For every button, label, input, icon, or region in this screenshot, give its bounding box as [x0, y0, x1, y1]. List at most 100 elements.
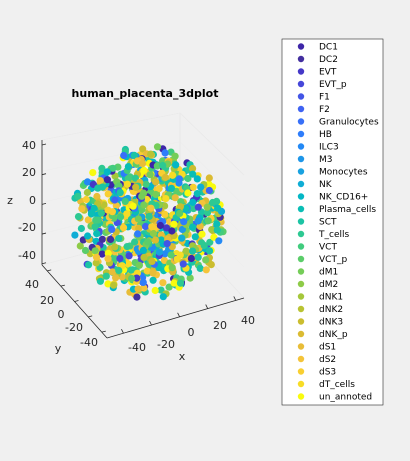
scatter-point	[214, 204, 222, 212]
legend-label: Monocytes	[319, 168, 368, 178]
grid-line	[179, 141, 245, 206]
scatter-point	[119, 224, 128, 232]
scatter-point	[194, 217, 202, 225]
scatter-point	[189, 170, 197, 178]
scatter-point	[96, 177, 104, 185]
legend-marker	[297, 305, 305, 313]
legend-label: dNK1	[319, 293, 343, 303]
scatter-point	[172, 161, 180, 169]
legend-marker	[297, 218, 305, 225]
scatter-point	[170, 279, 178, 287]
scatter-point	[140, 253, 148, 261]
scatter-point	[134, 215, 142, 223]
legend-marker	[297, 180, 305, 188]
scatter-point	[110, 281, 118, 289]
scatter-point	[146, 171, 154, 179]
scatter-point	[196, 222, 204, 231]
scatter-point	[153, 143, 162, 151]
scatter-point	[203, 209, 212, 217]
y-tick-label: 20	[40, 294, 54, 307]
scatter-point	[148, 223, 156, 231]
scatter-point	[111, 243, 119, 251]
scatter-point	[189, 198, 197, 206]
scatter-point	[104, 280, 112, 288]
y-tick-label: 40	[25, 278, 39, 291]
z-tick-label: 20	[22, 166, 36, 179]
legend-label: ILC3	[319, 143, 339, 153]
y-tick-label: -20	[65, 321, 83, 334]
scatter-point	[159, 293, 167, 301]
scatter-point	[193, 190, 201, 198]
scatter-point	[205, 186, 213, 195]
scatter-point	[157, 231, 165, 239]
scatter-point	[155, 185, 163, 193]
legend-label: NK_CD16+	[319, 193, 368, 203]
z-tick	[41, 202, 47, 205]
scatter-point	[156, 221, 164, 230]
legend-label: DC2	[319, 55, 338, 65]
scatter-point	[175, 175, 183, 183]
scatter-point	[93, 192, 101, 201]
chart-title: human_placenta_3dplot	[72, 87, 219, 100]
scatter-point	[180, 218, 188, 226]
scatter-point	[83, 188, 91, 197]
scatter-point	[138, 192, 146, 200]
legend-marker	[297, 118, 305, 125]
x-tick-label: 20	[213, 319, 227, 332]
scatter-point	[77, 224, 85, 233]
legend-label: NK	[319, 180, 333, 190]
scatter-point	[168, 227, 176, 235]
legend-marker	[297, 380, 305, 388]
scatter-point	[177, 198, 185, 206]
scatter-point	[97, 209, 105, 217]
scatter-point	[78, 205, 86, 213]
scatter-point	[139, 246, 147, 254]
legend-label: Granulocytes	[319, 118, 379, 128]
legend-label: VCT_p	[319, 255, 347, 265]
scatter-point	[196, 264, 204, 272]
legend-label: F1	[319, 93, 330, 103]
y-tick	[74, 300, 79, 302]
scatter-point	[204, 217, 212, 225]
scatter-point	[149, 229, 157, 238]
scatter-point	[206, 247, 214, 255]
axes-box	[41, 140, 245, 339]
scatter-point	[94, 184, 102, 192]
scatter-point	[85, 261, 93, 269]
scatter-point	[92, 253, 101, 261]
legend: DC1 DC2 EVT EVT_p F1 F2 Granulocytes HB ILC3 M3 Mo…	[281, 38, 384, 406]
scatter-point	[206, 238, 214, 246]
scatter-point	[103, 168, 111, 176]
scatter-point	[133, 293, 141, 301]
scatter-point	[215, 237, 223, 245]
legend-marker	[297, 43, 305, 50]
scatter-point	[173, 255, 181, 263]
scatter-point	[91, 223, 99, 231]
scatter-point	[123, 180, 131, 188]
scatter-point	[111, 196, 119, 204]
legend-marker	[297, 368, 305, 375]
z-axis-label: z	[7, 194, 13, 207]
scatter-point	[157, 236, 165, 244]
x-tick	[205, 304, 209, 309]
scatter-point	[102, 272, 110, 280]
scatter-point	[189, 164, 197, 173]
legend-label: F2	[319, 105, 330, 115]
scatter-point	[182, 247, 190, 255]
scatter-points	[71, 143, 227, 301]
z-tick	[41, 173, 47, 176]
y-tick	[47, 269, 52, 272]
scatter-point	[124, 260, 132, 268]
scatter-point	[202, 266, 210, 274]
legend-label: T_cells	[318, 230, 349, 240]
scatter-point	[131, 238, 139, 246]
z-tick-label: -40	[18, 249, 36, 262]
scatter-point	[83, 178, 92, 186]
scatter-point	[104, 190, 112, 198]
scatter-point	[124, 175, 132, 183]
scatter-point	[213, 226, 221, 234]
legend-marker	[297, 355, 305, 363]
legend-label: SCT	[319, 218, 337, 228]
z-tick	[41, 143, 47, 146]
